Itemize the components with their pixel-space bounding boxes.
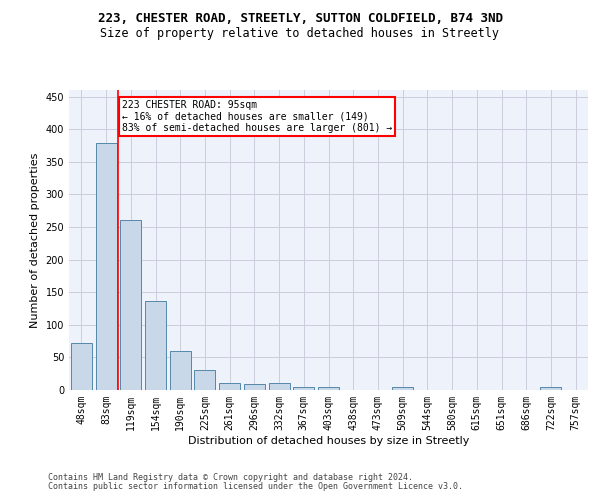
Bar [318,386,339,390]
Bar [120,220,141,390]
Bar [269,384,290,390]
X-axis label: Distribution of detached houses by size in Streetly: Distribution of detached houses by size … [188,436,469,446]
Text: Size of property relative to detached houses in Streetly: Size of property relative to detached ho… [101,28,499,40]
Bar [541,388,562,390]
Y-axis label: Number of detached properties: Number of detached properties [30,152,40,328]
Bar [95,144,116,390]
Bar [392,388,413,390]
Bar [293,386,314,390]
Bar [71,343,92,390]
Bar [194,370,215,390]
Bar [244,384,265,390]
Bar [219,384,240,390]
Bar [145,302,166,390]
Text: Contains HM Land Registry data © Crown copyright and database right 2024.: Contains HM Land Registry data © Crown c… [48,474,413,482]
Text: Contains public sector information licensed under the Open Government Licence v3: Contains public sector information licen… [48,482,463,491]
Text: 223 CHESTER ROAD: 95sqm
← 16% of detached houses are smaller (149)
83% of semi-d: 223 CHESTER ROAD: 95sqm ← 16% of detache… [122,100,392,133]
Bar [170,351,191,390]
Text: 223, CHESTER ROAD, STREETLY, SUTTON COLDFIELD, B74 3ND: 223, CHESTER ROAD, STREETLY, SUTTON COLD… [97,12,503,26]
